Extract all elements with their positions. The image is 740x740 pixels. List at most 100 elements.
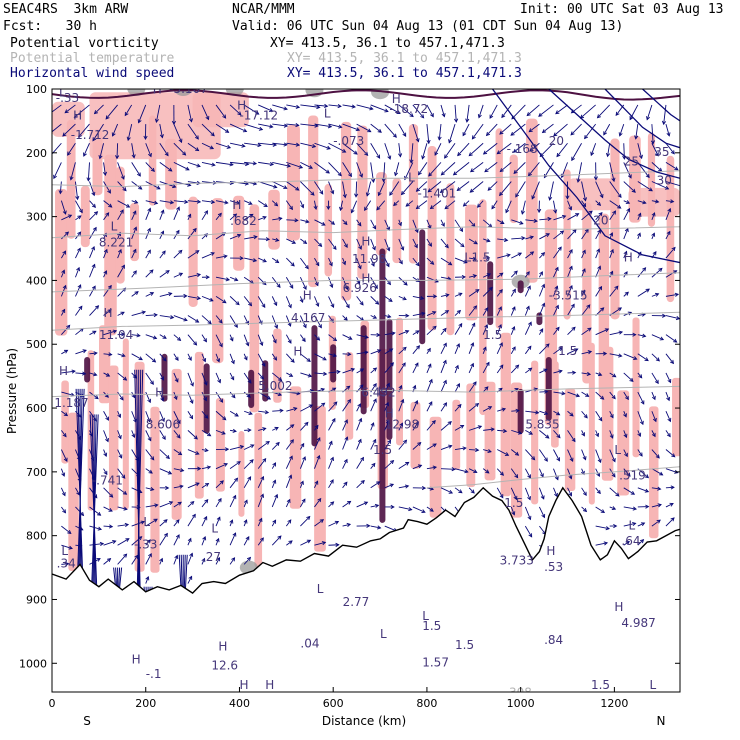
wind-vector xyxy=(229,276,239,282)
wind-vector xyxy=(285,474,293,488)
field-label: .64 xyxy=(621,534,640,548)
wind-vector xyxy=(201,142,215,150)
wind-vector xyxy=(384,459,395,469)
wind-vector xyxy=(229,557,236,565)
wind-vector xyxy=(117,248,122,259)
x-axis-label: Distance (km) xyxy=(322,714,406,728)
wind-vector xyxy=(145,539,151,546)
wind-vector xyxy=(145,269,154,278)
wind-vector xyxy=(300,161,314,169)
wind-vector xyxy=(468,342,475,354)
wind-vector xyxy=(299,480,304,488)
wind-vector xyxy=(215,123,230,133)
wind-vector xyxy=(609,487,620,497)
y-tick-label: 900 xyxy=(26,593,47,606)
wind-vector xyxy=(426,104,434,118)
wind-vector xyxy=(299,498,306,508)
wind-vector xyxy=(159,124,164,139)
field-label: -.1 xyxy=(146,667,162,681)
axes: 100 200 300 400 500 600 700 800 900 1000 0 200 400 60… xyxy=(19,83,680,710)
wind-vector xyxy=(437,124,442,141)
wind-vector xyxy=(145,391,152,404)
wind-vector xyxy=(215,353,221,363)
wind-vector xyxy=(131,162,141,177)
wind-vector xyxy=(285,315,292,327)
wind-vector xyxy=(159,449,170,460)
wind-vector xyxy=(454,343,460,354)
wind-vector xyxy=(356,162,364,178)
wind-vector xyxy=(89,285,96,297)
wind-vector xyxy=(159,315,175,320)
pv-pink-streak xyxy=(500,332,511,497)
wind-vector xyxy=(555,104,568,115)
wind-vector xyxy=(665,207,672,220)
field-label: L xyxy=(324,107,331,121)
wind-vector xyxy=(477,104,484,119)
wind-vector xyxy=(595,468,601,478)
wind-vector xyxy=(524,285,531,297)
wind-vector xyxy=(398,329,410,336)
wind-vector xyxy=(314,219,326,226)
wind-vector xyxy=(665,430,671,438)
wind-vector xyxy=(89,351,98,356)
wind-vector xyxy=(398,238,405,251)
wind-vector xyxy=(484,162,498,173)
wind-vector xyxy=(567,303,575,316)
wind-vector xyxy=(497,407,507,412)
wind-vector xyxy=(412,506,426,513)
wind-vector xyxy=(539,343,550,355)
field-label: .519 xyxy=(619,469,646,483)
wind-vector xyxy=(496,323,502,335)
wind-vector xyxy=(314,162,330,174)
wind-vector xyxy=(457,142,470,157)
wind-vector xyxy=(454,219,464,233)
wind-vector xyxy=(637,232,641,240)
wind-vector xyxy=(187,575,193,584)
wind-vector xyxy=(300,515,311,527)
field-label: L xyxy=(408,171,415,185)
wind-vector xyxy=(553,123,568,137)
wind-vector xyxy=(328,417,336,431)
wind-vector xyxy=(131,143,136,159)
wind-vector xyxy=(595,506,606,513)
wind-vector xyxy=(285,519,292,527)
north-endpoint-label: N xyxy=(657,714,666,728)
terrain xyxy=(52,486,680,692)
wind-vector xyxy=(159,353,167,362)
wind-vector xyxy=(103,558,112,565)
field-label: H xyxy=(59,364,68,378)
wind-vector xyxy=(272,216,283,221)
wind-vector xyxy=(524,468,531,479)
wind-vector xyxy=(145,411,151,423)
pv-pink-streak xyxy=(649,406,659,539)
wind-vector xyxy=(496,468,505,476)
wind-vector xyxy=(370,123,382,133)
wind-vector xyxy=(609,449,616,463)
wind-vector xyxy=(454,104,459,123)
wind-vector xyxy=(370,277,378,290)
wind-vector xyxy=(117,332,126,337)
wind-vector xyxy=(609,430,614,439)
wind-vector xyxy=(637,449,643,457)
wind-vector xyxy=(384,483,395,489)
wind-vector xyxy=(117,162,125,180)
field-label: -3.515 xyxy=(549,289,588,303)
wind-vector xyxy=(565,181,570,200)
y-tick-label: 200 xyxy=(26,147,47,160)
wind-vector xyxy=(651,353,660,362)
wind-vector xyxy=(623,353,638,360)
wind-vector xyxy=(173,315,188,322)
wind-vector xyxy=(370,398,377,412)
field-xy-pv: XY= 413.5, 36.1 to 457.1,471.3 xyxy=(270,36,505,51)
wind-vector xyxy=(159,532,168,546)
wind-vector xyxy=(370,143,381,159)
pv-contour xyxy=(545,357,552,421)
wind-vector xyxy=(342,481,348,489)
field-label: H xyxy=(155,386,164,400)
wind-vector xyxy=(257,457,267,469)
wind-vector xyxy=(342,367,356,374)
wind-vector xyxy=(52,123,62,133)
field-label: -.168 xyxy=(507,142,538,156)
pv-pink-streak xyxy=(287,124,300,241)
wind-vector xyxy=(595,525,610,531)
